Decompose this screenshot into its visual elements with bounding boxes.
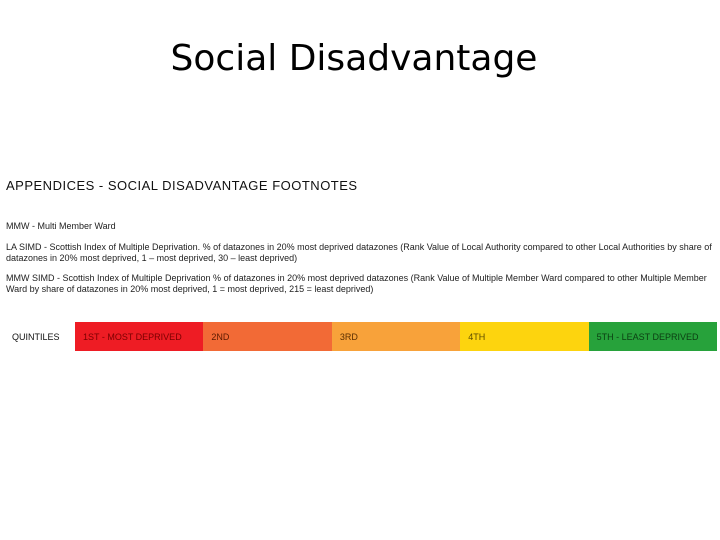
quintile-5th: 5TH - LEAST DEPRIVED [588,322,718,351]
appendix-heading: APPENDICES - SOCIAL DISADVANTAGE FOOTNOT… [6,178,358,193]
slide-title: Social Disadvantage [170,38,538,79]
footnote-la-simd: LA SIMD - Scottish Index of Multiple Dep… [6,242,712,263]
quintile-legend-label: QUINTILES [12,331,60,342]
appendix-section: APPENDICES - SOCIAL DISADVANTAGE FOOTNOT… [6,178,718,304]
quintile-3rd: 3RD [331,322,461,351]
footnote-mmw-simd: MMW SIMD - Scottish Index of Multiple De… [6,273,707,294]
quintile-4th: 4TH [460,322,589,351]
footnote-mmw: MMW - Multi Member Ward [6,221,116,231]
quintile-legend: QUINTILES 1ST - MOST DEPRIVED 2ND 3RD 4T… [6,322,718,351]
quintile-2nd: 2ND [203,322,332,351]
quintile-1st: 1ST - MOST DEPRIVED [75,322,204,351]
